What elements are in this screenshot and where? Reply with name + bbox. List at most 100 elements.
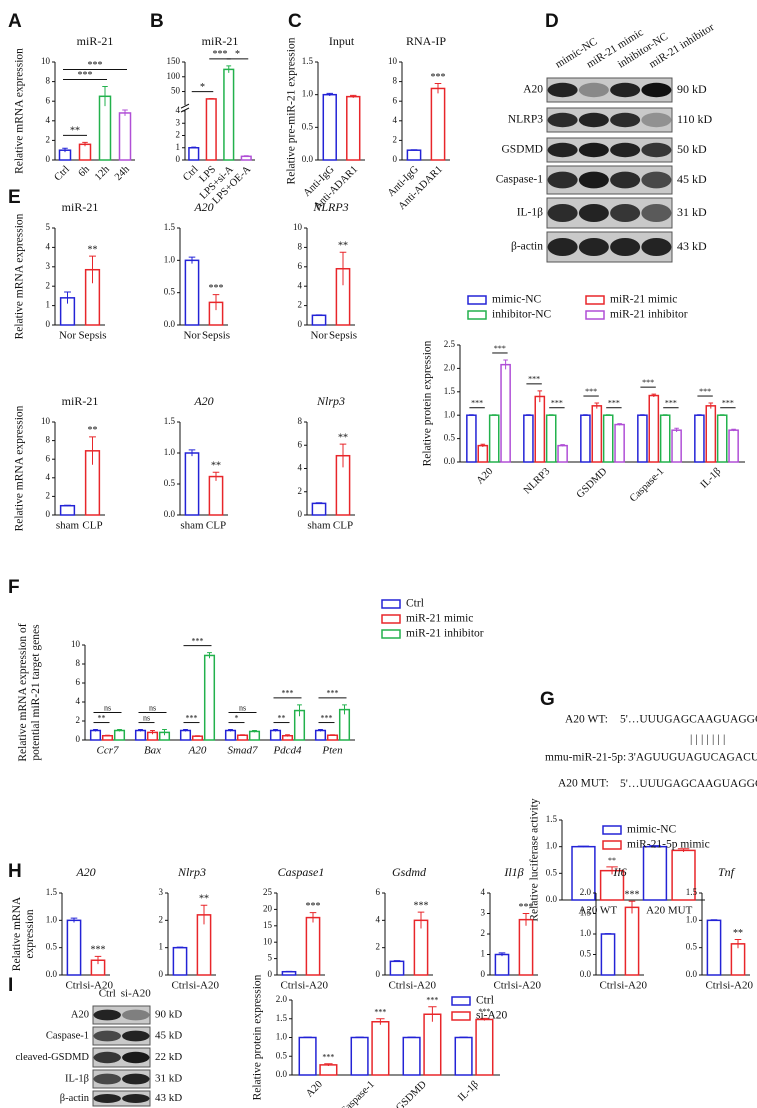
blot-band [547, 238, 578, 256]
blot-band [578, 204, 609, 222]
x-tick-label: CLP [333, 520, 353, 532]
y-tick-label: 0 [159, 969, 164, 979]
sequence-label: mmu-miR-21-5p: [545, 752, 626, 764]
y-tick-label: 1.0 [580, 928, 592, 938]
significance-label: *** [374, 1008, 386, 1017]
blot-band [93, 1094, 121, 1103]
significance-label: ns [149, 703, 156, 712]
blot-row-label: A20 [523, 84, 543, 96]
x-tick-label: Caspase-1 [339, 1079, 377, 1108]
error-bar [410, 149, 418, 151]
chart-title: Il1β [503, 865, 523, 879]
error-bar [662, 414, 668, 416]
y-tick-label: 0 [298, 509, 303, 519]
chart-title: A20 [193, 200, 213, 214]
y-tick-label: 2.0 [276, 994, 288, 1004]
error-bar [469, 414, 474, 416]
error-bar [82, 141, 88, 147]
blot-band [578, 142, 609, 158]
x-tick-label: sham [180, 520, 204, 532]
blot-row-label: cleaved-GSDMD [16, 1052, 90, 1063]
blot-size-label: 43 kD [155, 1092, 182, 1104]
blot-band [641, 82, 672, 98]
error-bar [228, 729, 233, 732]
error-bar [207, 652, 212, 659]
y-tick-label: 10 [293, 222, 303, 232]
y-tick-label: 8 [393, 76, 398, 86]
y-tick-label: 6 [46, 95, 51, 105]
x-tick-label: Bax [144, 745, 161, 757]
error-bar [117, 729, 122, 732]
error-bar [526, 414, 531, 416]
error-bar [200, 904, 208, 925]
error-bar [604, 933, 612, 935]
legend-label: mimic-NC [492, 294, 542, 306]
error-bar [640, 414, 645, 416]
y-tick-label: 1.0 [686, 914, 698, 924]
error-bar [605, 414, 611, 416]
bar [706, 919, 722, 976]
legend-swatch [381, 614, 401, 624]
significance-label: ns [143, 713, 150, 722]
bar [298, 1036, 317, 1076]
y-tick-label: 1.0 [164, 447, 176, 457]
significance-label: *** [321, 713, 333, 722]
significance-label: ** [88, 244, 98, 255]
blot-band [641, 171, 672, 189]
y-tick-label: 2 [46, 490, 51, 500]
blot-row-label: β-actin [511, 241, 543, 253]
significance-label: *** [665, 399, 677, 408]
bar [454, 1036, 473, 1076]
panel-letter: H [8, 861, 22, 882]
y-tick-label: 1.5 [546, 814, 558, 824]
blot-band [641, 238, 672, 256]
blot-band [122, 1009, 150, 1021]
y-tick-label: 1.0 [164, 254, 176, 264]
x-tick-label: A20 [475, 466, 496, 487]
x-tick-label: Nor [183, 330, 200, 342]
legend-swatch [602, 825, 622, 835]
bar [523, 414, 534, 463]
y-tick-label: 1.0 [46, 914, 58, 924]
panel-letter: F [8, 577, 20, 598]
significance-label: ** [338, 241, 348, 252]
error-bar [318, 729, 323, 732]
significance-label: *** [585, 387, 597, 396]
blot-band [610, 204, 641, 222]
error-bar [697, 414, 702, 416]
significance-label: *** [78, 70, 93, 81]
x-tick-label: si-A20 [298, 980, 328, 992]
bar [188, 147, 200, 161]
error-bar [434, 83, 442, 94]
blot-band [578, 171, 609, 189]
bar [475, 1018, 494, 1076]
x-tick-label: CLP [82, 520, 102, 532]
x-tick-label: Ctrl [280, 980, 297, 992]
y-axis-label: Relative mRNA expression [14, 213, 26, 339]
chart-title: miR-21 [62, 200, 99, 214]
y-tick-label: 5 [268, 953, 273, 963]
x-tick-label: Sepsis [329, 330, 357, 342]
y-tick-label: 2 [376, 942, 381, 952]
x-tick-label: si-A20 [189, 980, 219, 992]
y-tick-label: 0.5 [276, 1050, 288, 1060]
bar [494, 953, 510, 976]
blot-band [122, 1030, 150, 1042]
bar [637, 414, 648, 463]
panel-letter: C [288, 11, 302, 32]
bar [614, 423, 625, 463]
y-tick-label: 4 [481, 887, 486, 897]
chart-title: NLRP3 [312, 200, 348, 214]
blot-row-label: NLRP3 [508, 114, 543, 126]
significance-label: *** [625, 889, 640, 900]
significance-label: *** [722, 399, 734, 408]
y-tick-label: 50 [171, 86, 181, 96]
x-tick-label: si-A20 [723, 980, 753, 992]
y-tick-label: 6 [393, 95, 398, 105]
bar [311, 314, 327, 326]
bar-chart: 0.0 0.5 1.0 1.5 2.0 2.5 Relative protein expre… [422, 294, 745, 504]
y-tick-label: 1.5 [46, 887, 58, 897]
legend-swatch [381, 599, 401, 609]
